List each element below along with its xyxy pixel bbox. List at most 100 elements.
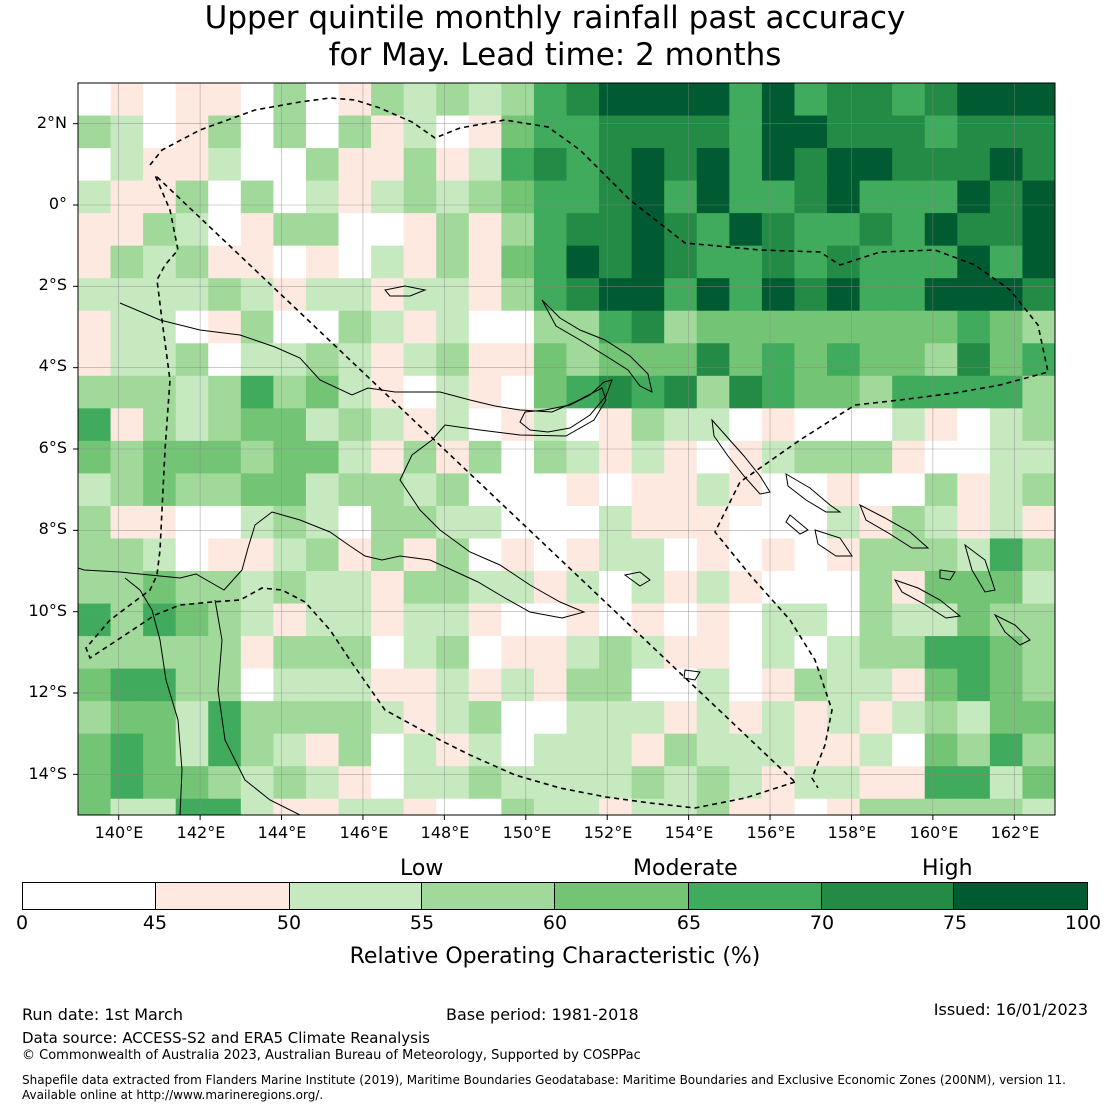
legend-category-moderate: Moderate — [633, 856, 738, 881]
roc-cell — [338, 115, 372, 149]
roc-cell — [631, 375, 665, 409]
roc-cell — [305, 245, 340, 279]
roc-cell — [566, 701, 600, 735]
roc-cell — [892, 148, 926, 182]
roc-cell — [78, 440, 112, 474]
roc-cell — [729, 636, 763, 670]
roc-cell — [696, 375, 730, 409]
roc-cell — [989, 83, 1023, 117]
roc-cell — [1055, 343, 1088, 376]
roc-cell — [78, 278, 112, 312]
roc-cell — [989, 440, 1023, 474]
coastline-vanuatu-2 — [993, 613, 1031, 646]
roc-cell — [175, 668, 209, 702]
eez-png-south — [85, 174, 797, 809]
roc-cell — [566, 408, 600, 442]
roc-cell — [664, 571, 698, 605]
roc-cell — [664, 766, 698, 800]
roc-cell — [305, 408, 340, 442]
roc-cell — [110, 701, 144, 735]
roc-cell — [371, 278, 405, 312]
roc-cell — [989, 148, 1023, 182]
roc-cell — [501, 636, 535, 670]
colorbar-segment-50-55 — [289, 883, 423, 909]
colorbar-segment-75-100 — [954, 883, 1087, 909]
roc-cell — [989, 310, 1023, 344]
roc-cell — [143, 83, 177, 117]
roc-cell — [533, 343, 567, 377]
roc-cell — [338, 473, 372, 507]
roc-cell — [892, 278, 926, 312]
roc-cell — [110, 473, 144, 507]
roc-cell — [729, 83, 763, 117]
roc-cell — [175, 343, 209, 377]
roc-cell — [371, 668, 405, 702]
roc-cell — [468, 180, 502, 214]
roc-cell — [436, 538, 470, 572]
roc-cell — [1022, 505, 1055, 539]
roc-cell — [305, 733, 340, 767]
roc-cell — [273, 798, 307, 815]
coastline-australia — [124, 577, 301, 815]
colorbar — [22, 882, 1088, 910]
roc-cell — [78, 505, 112, 539]
roc-cell — [501, 603, 535, 637]
roc-cell — [305, 505, 340, 539]
roc-cell — [599, 343, 633, 377]
roc-cell — [501, 408, 535, 442]
coastline-solomon-3 — [785, 514, 809, 535]
roc-cell — [892, 473, 926, 507]
roc-cell — [143, 473, 177, 507]
roc-cell — [240, 245, 274, 279]
roc-cell — [468, 245, 502, 279]
roc-cell — [892, 766, 926, 800]
lat-label-4s: 4°S — [38, 356, 67, 375]
roc-cell — [1022, 148, 1055, 182]
roc-cell — [924, 83, 958, 117]
roc-cell — [501, 83, 535, 117]
roc-cell — [664, 701, 698, 735]
roc-cell — [78, 571, 112, 605]
roc-cell — [631, 571, 665, 605]
roc-cell — [143, 701, 177, 735]
legend-category-high: High — [922, 856, 973, 881]
roc-cell — [78, 766, 112, 800]
roc-cell — [305, 148, 340, 182]
roc-cell — [110, 245, 144, 279]
roc-cell — [696, 245, 730, 279]
roc-cell — [827, 473, 861, 507]
roc-cell — [1022, 603, 1055, 637]
issued-date: Issued: 16/01/2023 — [933, 1000, 1088, 1019]
colorbar-label: Relative Operating Characteristic (%) — [349, 944, 761, 969]
roc-cell — [468, 636, 502, 670]
roc-cell — [403, 440, 437, 474]
colorbar-segment-65-70 — [688, 883, 822, 909]
roc-cell — [664, 636, 698, 670]
roc-cell — [892, 213, 926, 247]
colorbar-tick-50: 50 — [276, 912, 302, 934]
roc-cell — [696, 766, 730, 800]
roc-cell — [110, 115, 144, 149]
data-source: Data source: ACCESS-S2 and ERA5 Climate … — [22, 1029, 430, 1047]
roc-cell — [761, 538, 795, 572]
roc-cell — [305, 668, 340, 702]
roc-cell — [989, 798, 1023, 815]
roc-cell — [957, 473, 991, 507]
roc-cell — [729, 505, 763, 539]
roc-cell — [501, 180, 535, 214]
roc-cell — [892, 733, 926, 767]
roc-cell — [208, 538, 242, 572]
roc-cell — [892, 505, 926, 539]
roc-cell — [208, 148, 242, 182]
roc-cell — [533, 375, 567, 409]
colorbar-segment-0-45 — [23, 883, 156, 909]
roc-cell — [1055, 701, 1088, 734]
roc-cell — [566, 571, 600, 605]
roc-cell — [794, 180, 828, 214]
roc-cell — [143, 278, 177, 312]
roc-cell — [403, 668, 437, 702]
roc-cell — [468, 603, 502, 637]
roc-cell — [631, 473, 665, 507]
roc-cell — [827, 798, 861, 815]
roc-cell — [338, 701, 372, 735]
